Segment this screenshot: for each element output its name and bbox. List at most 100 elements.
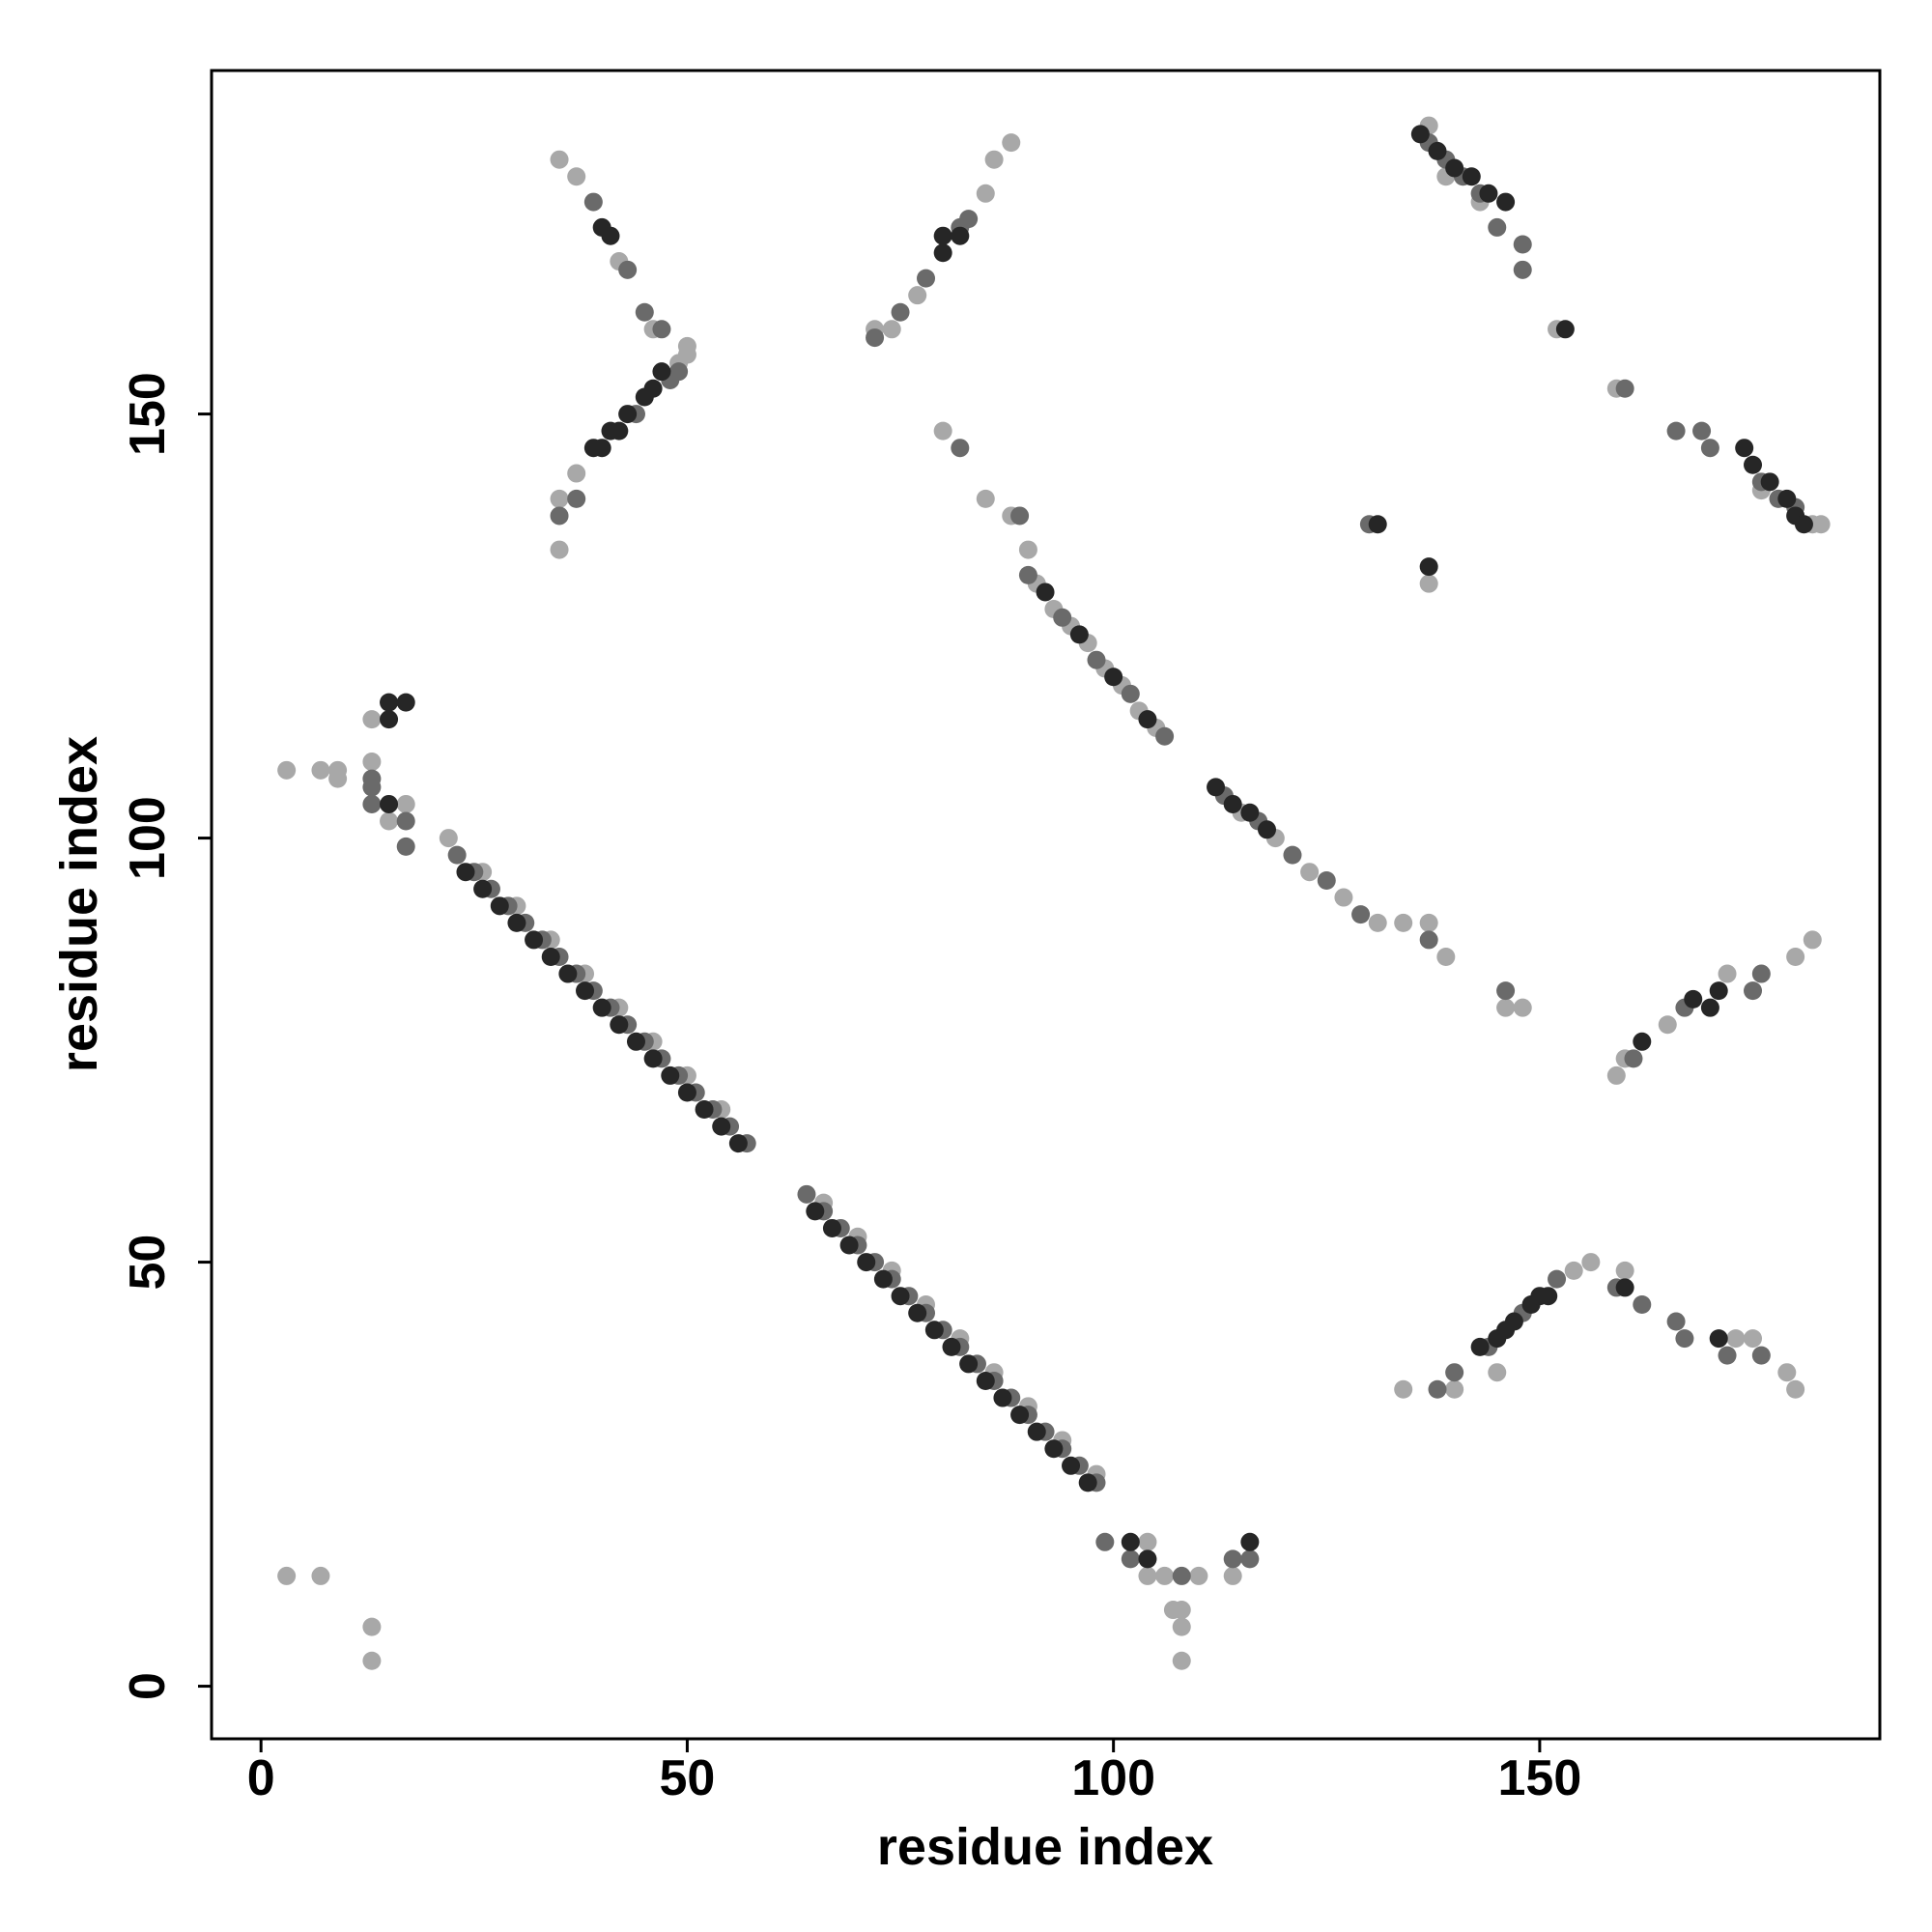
point [1539, 1287, 1558, 1306]
point [1803, 930, 1822, 950]
point [1777, 489, 1797, 508]
point [1207, 778, 1226, 797]
point [1300, 863, 1320, 882]
point [1735, 439, 1754, 458]
point [669, 362, 689, 382]
point [857, 1253, 876, 1272]
point [550, 150, 569, 169]
point [610, 421, 629, 440]
point [618, 405, 638, 424]
point [1121, 1549, 1140, 1569]
x-axis-title: residue index [877, 1818, 1213, 1876]
plot-points [277, 116, 1831, 1670]
point [1240, 1532, 1260, 1551]
point [1700, 439, 1719, 458]
point [1615, 1278, 1634, 1297]
point [592, 998, 611, 1017]
point [1658, 1015, 1677, 1035]
point [1172, 1617, 1191, 1636]
point [908, 1303, 927, 1322]
point [1010, 1406, 1030, 1425]
point [1172, 1651, 1191, 1670]
point [839, 1236, 859, 1255]
point [1633, 1294, 1652, 1314]
point [396, 693, 415, 712]
point [1479, 184, 1498, 203]
point [1394, 1379, 1413, 1399]
point [1496, 981, 1516, 1001]
point [1615, 1261, 1634, 1280]
point [1684, 989, 1703, 1009]
point [1138, 1549, 1157, 1569]
point [1223, 1566, 1242, 1585]
point [797, 1184, 816, 1204]
point [917, 269, 936, 288]
point [1488, 217, 1507, 237]
point [806, 1202, 825, 1221]
y-axis-title: residue index [50, 736, 108, 1072]
point [635, 302, 654, 322]
point [380, 693, 399, 712]
point [1283, 845, 1302, 865]
point [550, 506, 569, 526]
point [396, 794, 415, 813]
point [311, 760, 330, 780]
point [277, 1566, 297, 1585]
point [610, 1015, 629, 1035]
point [1351, 905, 1371, 924]
point [1172, 1601, 1191, 1620]
point [1513, 998, 1532, 1017]
point [1002, 133, 1021, 153]
point [1615, 379, 1634, 398]
point [1726, 1329, 1746, 1349]
point [1513, 260, 1532, 279]
point [1138, 710, 1157, 729]
point [558, 964, 578, 983]
point [908, 286, 927, 305]
x-tick-label: 0 [247, 1750, 275, 1806]
point [873, 1269, 893, 1289]
point [1548, 1269, 1567, 1289]
point [583, 192, 603, 212]
point [1462, 167, 1481, 186]
point [1138, 1532, 1157, 1551]
point [959, 1354, 979, 1374]
point [1155, 726, 1175, 746]
point [891, 302, 910, 322]
point [1240, 803, 1260, 822]
point [1633, 1032, 1652, 1051]
point [362, 753, 382, 772]
point [677, 336, 696, 355]
point [1419, 557, 1438, 577]
point [1138, 1566, 1157, 1585]
point [866, 328, 885, 348]
point [1581, 1253, 1601, 1272]
point [1044, 1439, 1064, 1459]
point [1334, 888, 1353, 907]
point [822, 1218, 841, 1237]
point [1718, 964, 1737, 983]
point [1419, 930, 1438, 950]
point [643, 379, 663, 398]
point [652, 320, 671, 339]
point [1666, 1312, 1686, 1331]
point [1445, 1379, 1464, 1399]
point [1317, 870, 1336, 890]
point [1786, 947, 1805, 966]
point [439, 829, 458, 848]
point [1496, 192, 1516, 212]
point [1606, 1065, 1626, 1085]
point [1053, 608, 1072, 627]
point [1744, 455, 1763, 474]
point [362, 710, 382, 729]
point [1394, 913, 1413, 932]
x-tick-label: 100 [1071, 1750, 1155, 1806]
point [1428, 1379, 1447, 1399]
point [1368, 515, 1387, 534]
point [396, 811, 415, 831]
point [1675, 1329, 1694, 1349]
point [1700, 998, 1719, 1017]
point [1018, 540, 1037, 559]
x-tick-label: 150 [1498, 1750, 1582, 1806]
point [1087, 650, 1106, 669]
